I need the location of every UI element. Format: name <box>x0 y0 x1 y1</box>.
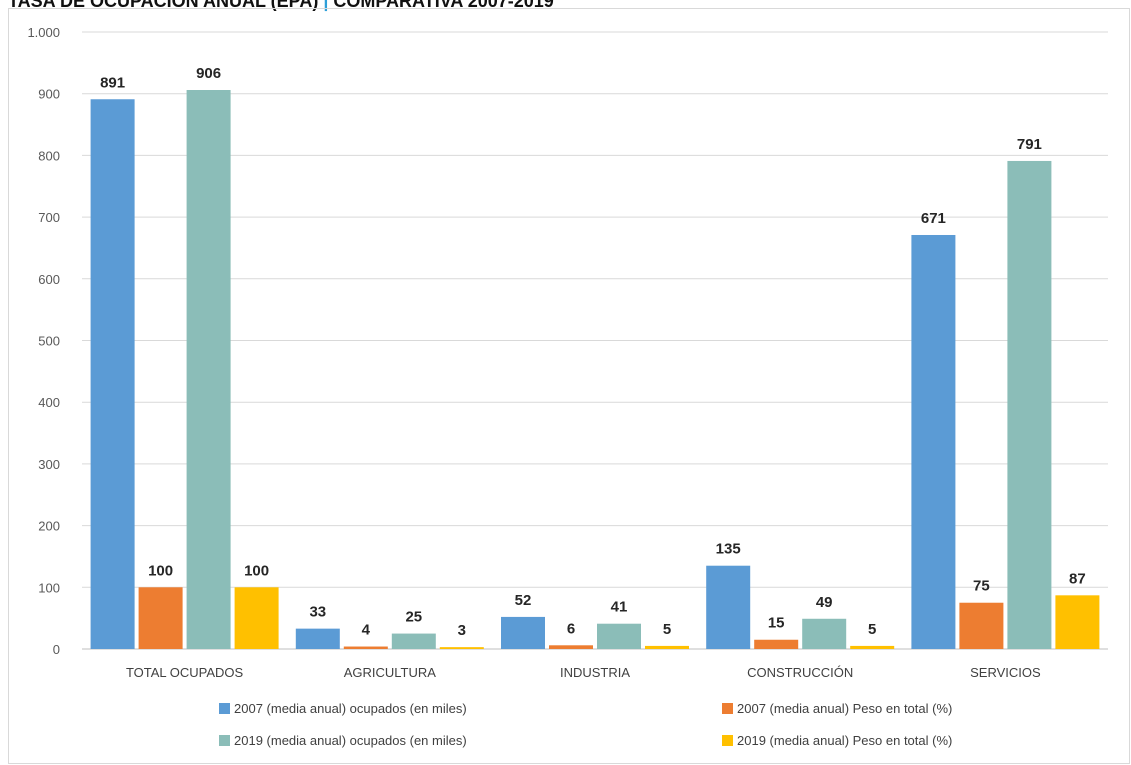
data-label: 906 <box>196 65 221 82</box>
data-label: 135 <box>716 541 741 558</box>
bar-2 <box>549 645 593 649</box>
data-label: 5 <box>663 621 671 638</box>
bar-1 <box>90 99 135 650</box>
data-label: 15 <box>768 615 785 632</box>
bar-3 <box>391 633 436 649</box>
x-axis: TOTAL OCUPADOS AGRICULTURA INDUSTRIA CONSTR… <box>126 665 1041 680</box>
bar-4 <box>1055 595 1100 649</box>
bar-1 <box>501 616 545 649</box>
x-category-label: CONSTRUCCIÓN <box>747 665 853 680</box>
x-category-label: TOTAL OCUPADOS <box>126 665 244 680</box>
bar-2 <box>754 639 799 649</box>
data-label: 4 <box>362 622 371 639</box>
data-label: 33 <box>309 604 326 621</box>
data-label: 100 <box>244 562 269 579</box>
y-tick-label: 0 <box>53 642 60 657</box>
legend-label: 2019 (media anual) Peso en total (%) <box>737 733 952 748</box>
y-tick-label: 100 <box>38 580 60 595</box>
bar-4 <box>439 647 484 649</box>
data-label: 41 <box>611 599 628 616</box>
y-tick-label: 400 <box>38 395 60 410</box>
bar-4 <box>645 645 689 649</box>
legend-label: 2019 (media anual) ocupados (en miles) <box>234 733 467 748</box>
x-category-label: INDUSTRIA <box>560 665 630 680</box>
chart-title-sub: COMPARATIVA 2007-2019 <box>333 0 554 11</box>
data-label: 3 <box>458 622 466 639</box>
y-tick-label: 1.000 <box>27 25 60 40</box>
legend-label: 2007 (media anual) Peso en total (%) <box>737 701 952 716</box>
legend-swatch <box>219 735 230 746</box>
data-label: 100 <box>148 562 173 579</box>
y-tick-label: 900 <box>38 87 60 102</box>
bar-2 <box>959 602 1004 649</box>
data-label: 49 <box>816 594 833 611</box>
x-category-label: SERVICIOS <box>970 665 1041 680</box>
data-label: 87 <box>1069 570 1086 587</box>
bar-3 <box>186 89 231 650</box>
chart-frame <box>8 8 1130 764</box>
chart-title: TASA DE OCUPACIÓN ANUAL (EPA) | COMPARAT… <box>8 0 554 12</box>
x-category-label: AGRICULTURA <box>344 665 437 680</box>
y-tick-label: 800 <box>38 148 60 163</box>
data-label: 671 <box>921 210 946 227</box>
bar-1 <box>706 565 751 649</box>
bar-3 <box>597 623 641 649</box>
y-tick-label: 700 <box>38 210 60 225</box>
y-tick-label: 500 <box>38 334 60 349</box>
data-label: 75 <box>973 578 990 595</box>
bar-2 <box>343 646 388 649</box>
bar-2 <box>138 587 183 649</box>
bar-1 <box>295 628 340 649</box>
data-label: 52 <box>515 592 532 609</box>
legend-swatch <box>722 735 733 746</box>
bar-3 <box>1007 160 1052 649</box>
data-label: 891 <box>100 74 125 91</box>
bar-1 <box>911 234 956 650</box>
data-labels: 891 100 906 100 33 4 25 3 52 6 41 5 135 15 49 5 671 75 791… <box>100 65 1086 639</box>
data-label: 25 <box>405 609 422 626</box>
bar-4 <box>234 587 279 649</box>
legend-swatch <box>722 703 733 714</box>
legend: 2007 (media anual) ocupados (en miles) 20… <box>219 701 952 748</box>
legend-swatch <box>219 703 230 714</box>
chart-title-separator: | <box>318 0 334 11</box>
y-tick-label: 200 <box>38 519 60 534</box>
bar-4 <box>850 645 895 649</box>
y-tick-label: 600 <box>38 272 60 287</box>
data-label: 5 <box>868 621 876 638</box>
data-label: 6 <box>567 620 575 637</box>
y-tick-label: 300 <box>38 457 60 472</box>
data-label: 791 <box>1017 136 1042 153</box>
bar-3 <box>802 618 847 649</box>
legend-label: 2007 (media anual) ocupados (en miles) <box>234 701 467 716</box>
y-axis: 0 100 200 300 400 500 600 700 800 900 1.000 <box>27 25 60 657</box>
chart-title-main: TASA DE OCUPACIÓN ANUAL (EPA) <box>8 0 319 11</box>
bars <box>90 89 1100 650</box>
